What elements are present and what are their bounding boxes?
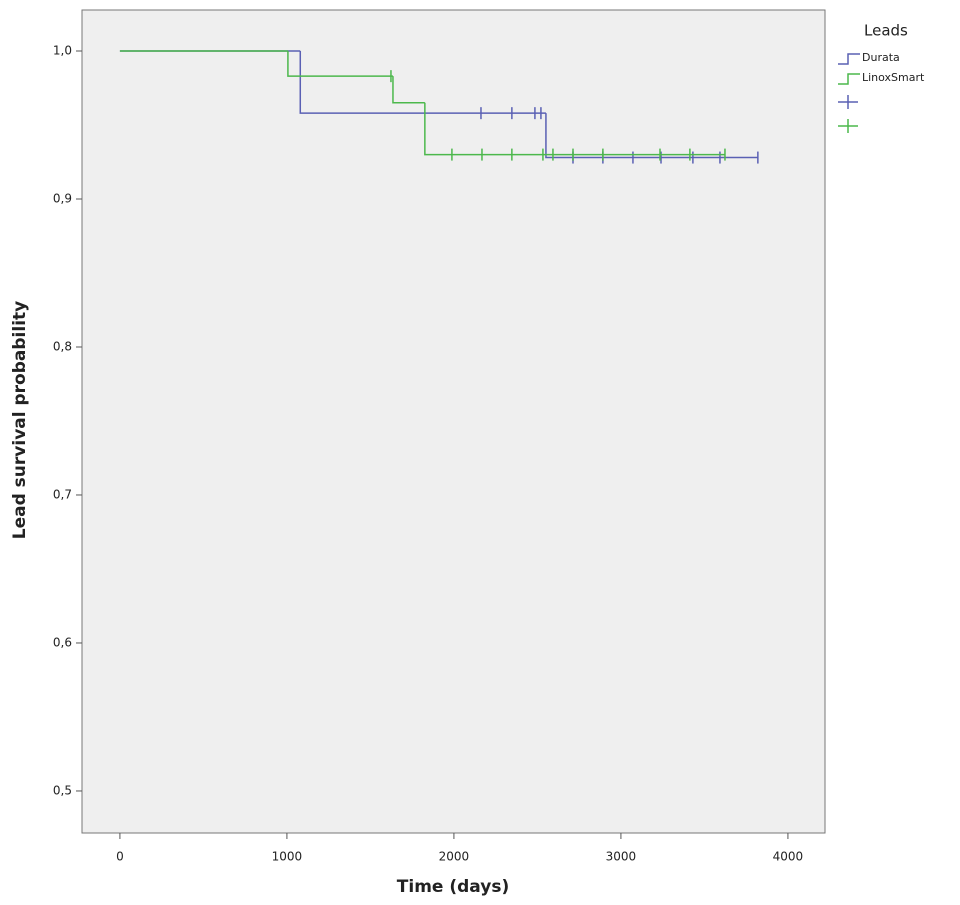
y-tick-label: 0,6 xyxy=(53,635,72,649)
legend-censor xyxy=(838,119,858,133)
y-tick-label: 0,8 xyxy=(53,339,72,353)
legend-label: LinoxSmart xyxy=(862,71,925,84)
x-axis-title: Time (days) xyxy=(397,877,509,897)
y-tick-label: 0,5 xyxy=(53,783,72,797)
y-tick-label: 0,7 xyxy=(53,487,72,501)
legend-title: Leads xyxy=(864,22,908,40)
survival-step xyxy=(287,50,393,77)
x-tick-label: 2000 xyxy=(439,850,470,864)
x-tick-label: 1000 xyxy=(272,850,303,864)
survival-step xyxy=(545,113,758,159)
x-tick-label: 4000 xyxy=(773,850,804,864)
legend-line xyxy=(838,53,860,65)
legend-label: Durata xyxy=(862,51,900,64)
legend-censor xyxy=(838,95,858,109)
y-tick-label: 0,9 xyxy=(53,191,72,205)
plot-area xyxy=(81,9,826,834)
x-tick-label: 0 xyxy=(116,850,124,864)
y-axis-title: Lead survival probability xyxy=(10,301,30,539)
survival-step xyxy=(299,50,546,114)
survival-step xyxy=(424,102,725,156)
y-tick-label: 1,0 xyxy=(53,43,72,57)
survival-step xyxy=(392,76,425,104)
legend-line xyxy=(838,73,860,85)
x-tick-label: 3000 xyxy=(606,850,637,864)
